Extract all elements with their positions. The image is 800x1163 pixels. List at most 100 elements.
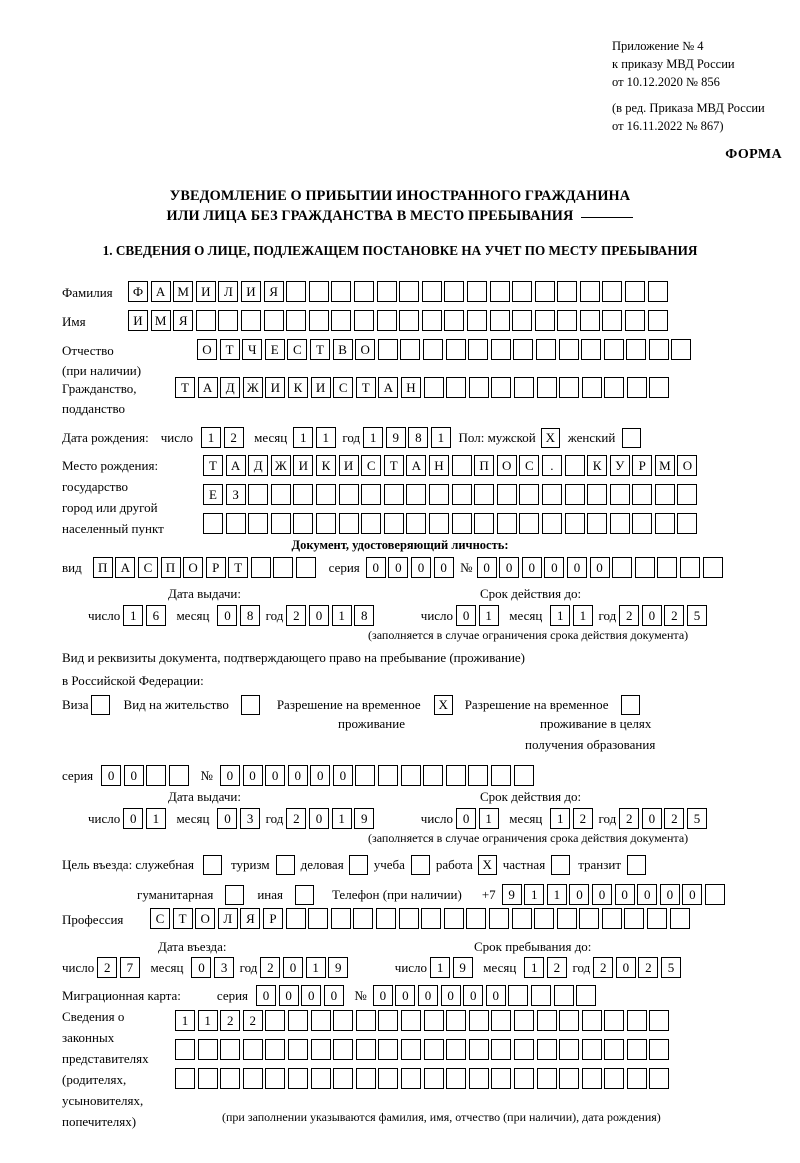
- char-box[interactable]: [444, 281, 465, 302]
- char-box[interactable]: 2: [220, 1010, 241, 1031]
- char-box[interactable]: [632, 513, 653, 534]
- char-box[interactable]: [423, 1010, 444, 1031]
- char-box[interactable]: 0: [592, 884, 613, 905]
- char-box[interactable]: 0: [410, 557, 431, 578]
- char-box[interactable]: [378, 1068, 399, 1089]
- char-box[interactable]: И: [128, 310, 148, 331]
- char-box[interactable]: [602, 281, 623, 302]
- char-box[interactable]: [270, 513, 291, 534]
- char-box[interactable]: [513, 1068, 534, 1089]
- char-box[interactable]: 0: [659, 884, 680, 905]
- purpose-official-checkbox[interactable]: [202, 855, 222, 875]
- char-box[interactable]: [446, 1068, 467, 1089]
- char-box[interactable]: [519, 513, 540, 534]
- char-box[interactable]: 1: [175, 1010, 195, 1031]
- birthplace-row-3-boxes[interactable]: [203, 513, 698, 534]
- char-box[interactable]: 5: [687, 605, 707, 626]
- char-box[interactable]: [536, 1010, 557, 1031]
- char-box[interactable]: [195, 310, 216, 331]
- char-box[interactable]: И: [310, 377, 331, 398]
- char-box[interactable]: 0: [287, 765, 308, 786]
- char-box[interactable]: [496, 484, 517, 505]
- char-box[interactable]: [626, 1010, 647, 1031]
- char-box[interactable]: [330, 908, 351, 929]
- char-box[interactable]: 1: [331, 605, 352, 626]
- char-box[interactable]: [491, 765, 512, 786]
- char-box[interactable]: [423, 765, 444, 786]
- char-box[interactable]: 2: [97, 957, 118, 978]
- char-box[interactable]: 0: [433, 557, 454, 578]
- char-box[interactable]: [491, 1039, 512, 1060]
- purpose-row-2[interactable]: гуманитарная иная Телефон (при наличии) …: [137, 884, 728, 905]
- char-box[interactable]: Ж: [242, 377, 263, 398]
- char-box[interactable]: [489, 310, 510, 331]
- char-box[interactable]: Л: [218, 281, 239, 302]
- char-box[interactable]: Л: [217, 908, 238, 929]
- char-box[interactable]: 0: [309, 808, 330, 829]
- char-box[interactable]: [657, 557, 678, 578]
- char-box[interactable]: [602, 310, 623, 331]
- char-box[interactable]: [474, 513, 495, 534]
- char-box[interactable]: М: [654, 455, 675, 476]
- char-box[interactable]: 0: [310, 765, 331, 786]
- char-box[interactable]: [242, 1039, 263, 1060]
- char-box[interactable]: [609, 513, 630, 534]
- char-box[interactable]: 5: [661, 957, 681, 978]
- char-box[interactable]: [587, 484, 608, 505]
- char-box[interactable]: 2: [664, 605, 685, 626]
- char-box[interactable]: [378, 1010, 399, 1031]
- char-box[interactable]: [265, 1039, 286, 1060]
- char-box[interactable]: [353, 908, 374, 929]
- char-box[interactable]: [705, 884, 725, 905]
- char-box[interactable]: [333, 1010, 354, 1031]
- purpose-tourism-checkbox[interactable]: [275, 855, 295, 875]
- char-box[interactable]: 2: [286, 605, 307, 626]
- char-box[interactable]: [338, 484, 359, 505]
- char-box[interactable]: 1: [363, 427, 384, 448]
- char-box[interactable]: [361, 484, 382, 505]
- char-box[interactable]: 0: [544, 557, 565, 578]
- char-box[interactable]: 1: [430, 957, 451, 978]
- char-box[interactable]: [286, 310, 307, 331]
- char-box[interactable]: Т: [309, 339, 330, 360]
- char-box[interactable]: 1: [123, 605, 144, 626]
- char-box[interactable]: С: [333, 377, 354, 398]
- char-box[interactable]: Я: [240, 908, 261, 929]
- char-box[interactable]: 0: [323, 985, 344, 1006]
- char-box[interactable]: 9: [501, 884, 522, 905]
- char-box[interactable]: [355, 1010, 376, 1031]
- char-box[interactable]: [293, 484, 314, 505]
- char-box[interactable]: [361, 513, 382, 534]
- legal-rep-row-3-boxes[interactable]: [175, 1068, 670, 1089]
- char-box[interactable]: 8: [354, 605, 375, 626]
- char-box[interactable]: [559, 377, 580, 398]
- char-box[interactable]: [677, 484, 698, 505]
- char-box[interactable]: [648, 339, 669, 360]
- char-box[interactable]: [445, 765, 466, 786]
- char-box[interactable]: [220, 1039, 241, 1060]
- char-box[interactable]: [536, 1039, 557, 1060]
- char-box[interactable]: 1: [430, 427, 451, 448]
- char-box[interactable]: [333, 1068, 354, 1089]
- char-box[interactable]: 9: [328, 957, 349, 978]
- char-box[interactable]: [491, 1010, 512, 1031]
- char-box[interactable]: [285, 908, 306, 929]
- char-box[interactable]: 1: [315, 427, 336, 448]
- char-box[interactable]: [468, 1010, 489, 1031]
- char-box[interactable]: [649, 1068, 670, 1089]
- purpose-transit-checkbox[interactable]: [627, 855, 647, 875]
- char-box[interactable]: [353, 310, 374, 331]
- char-box[interactable]: [451, 455, 472, 476]
- char-box[interactable]: А: [197, 377, 218, 398]
- char-box[interactable]: [240, 310, 261, 331]
- char-box[interactable]: 1: [478, 808, 499, 829]
